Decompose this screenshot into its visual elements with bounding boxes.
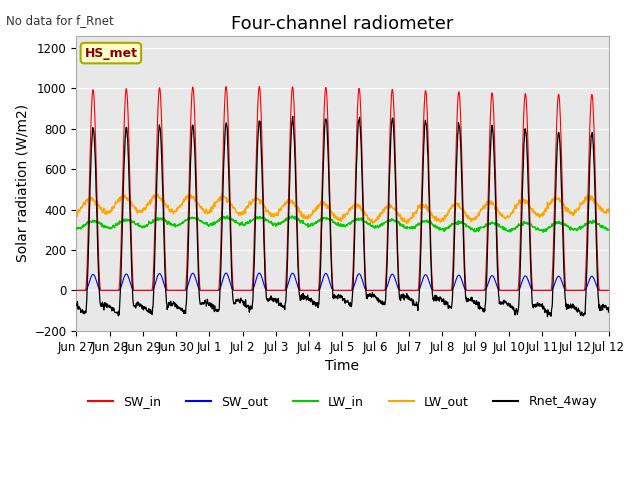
X-axis label: Time: Time bbox=[326, 359, 360, 373]
Title: Four-channel radiometer: Four-channel radiometer bbox=[231, 15, 454, 33]
Y-axis label: Solar radiation (W/m2): Solar radiation (W/m2) bbox=[15, 104, 29, 263]
Text: HS_met: HS_met bbox=[84, 47, 138, 60]
Legend: SW_in, SW_out, LW_in, LW_out, Rnet_4way: SW_in, SW_out, LW_in, LW_out, Rnet_4way bbox=[83, 390, 602, 413]
Text: No data for f_Rnet: No data for f_Rnet bbox=[6, 14, 114, 27]
